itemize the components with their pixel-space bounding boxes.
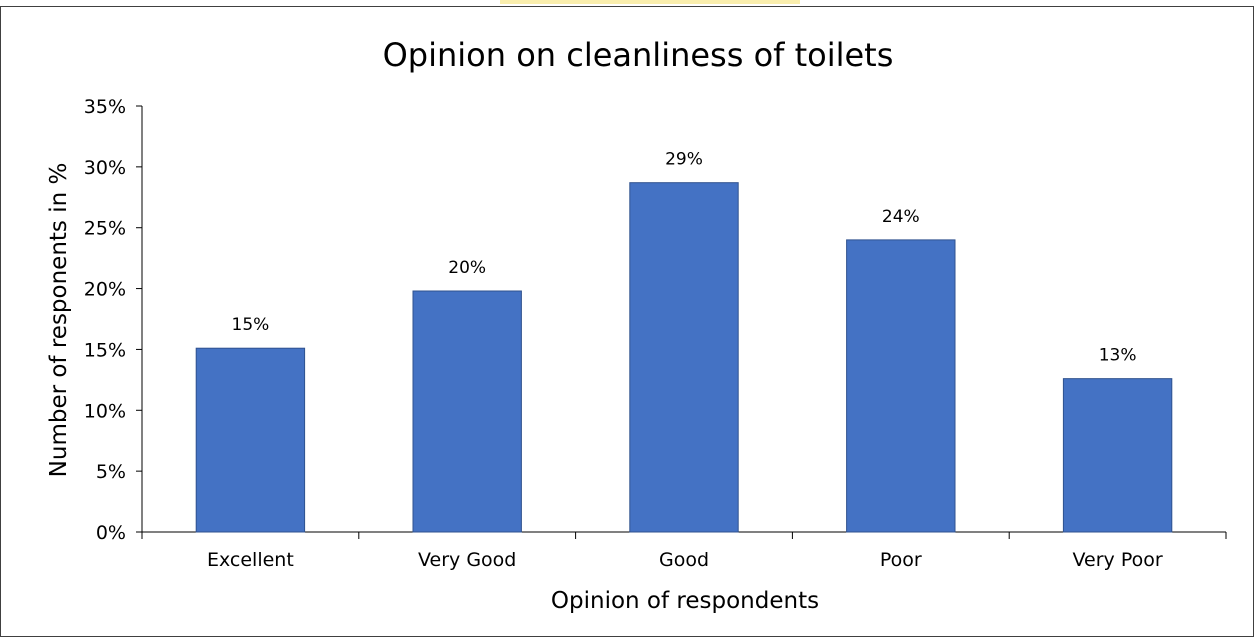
data-labels: 15% 20% 29% 24% 13% bbox=[232, 150, 1137, 366]
y-tick-label: 0% bbox=[96, 522, 126, 544]
x-tick-label: Good bbox=[659, 549, 709, 571]
y-axis-title: Number of responents in % bbox=[46, 163, 72, 478]
bar-very-poor bbox=[1062, 378, 1173, 533]
x-tick-label: Very Good bbox=[418, 549, 516, 571]
bar-poor bbox=[846, 239, 956, 533]
y-tick-label: 5% bbox=[96, 461, 126, 483]
watermark-strip bbox=[500, 0, 800, 4]
bar-very-good bbox=[412, 290, 522, 533]
y-tick-label: 30% bbox=[84, 157, 126, 179]
data-label: 20% bbox=[448, 258, 486, 278]
x-tick-label: Poor bbox=[880, 549, 922, 571]
data-label: 15% bbox=[232, 315, 270, 335]
bar-excellent bbox=[195, 347, 306, 533]
bars bbox=[195, 182, 1173, 533]
y-tick-label: 25% bbox=[84, 218, 126, 240]
data-label: 24% bbox=[882, 207, 920, 227]
x-tick-label: Excellent bbox=[207, 549, 294, 571]
y-tick-label: 35% bbox=[84, 96, 126, 118]
chart-title: Opinion on cleanliness of toilets bbox=[383, 36, 894, 74]
y-tick-label: 10% bbox=[84, 400, 126, 422]
y-tick-label: 20% bbox=[84, 279, 126, 301]
bar-good bbox=[629, 182, 739, 533]
y-axis: 0% 5% 10% 15% 20% 25% 30% 35% bbox=[84, 96, 143, 544]
x-tick-label: Very Poor bbox=[1073, 549, 1163, 571]
chart-border bbox=[0, 6, 1254, 637]
x-axis-title: Opinion of respondents bbox=[551, 588, 819, 614]
data-label: 13% bbox=[1099, 346, 1137, 366]
data-label: 29% bbox=[665, 150, 703, 170]
y-tick-label: 15% bbox=[84, 339, 126, 361]
